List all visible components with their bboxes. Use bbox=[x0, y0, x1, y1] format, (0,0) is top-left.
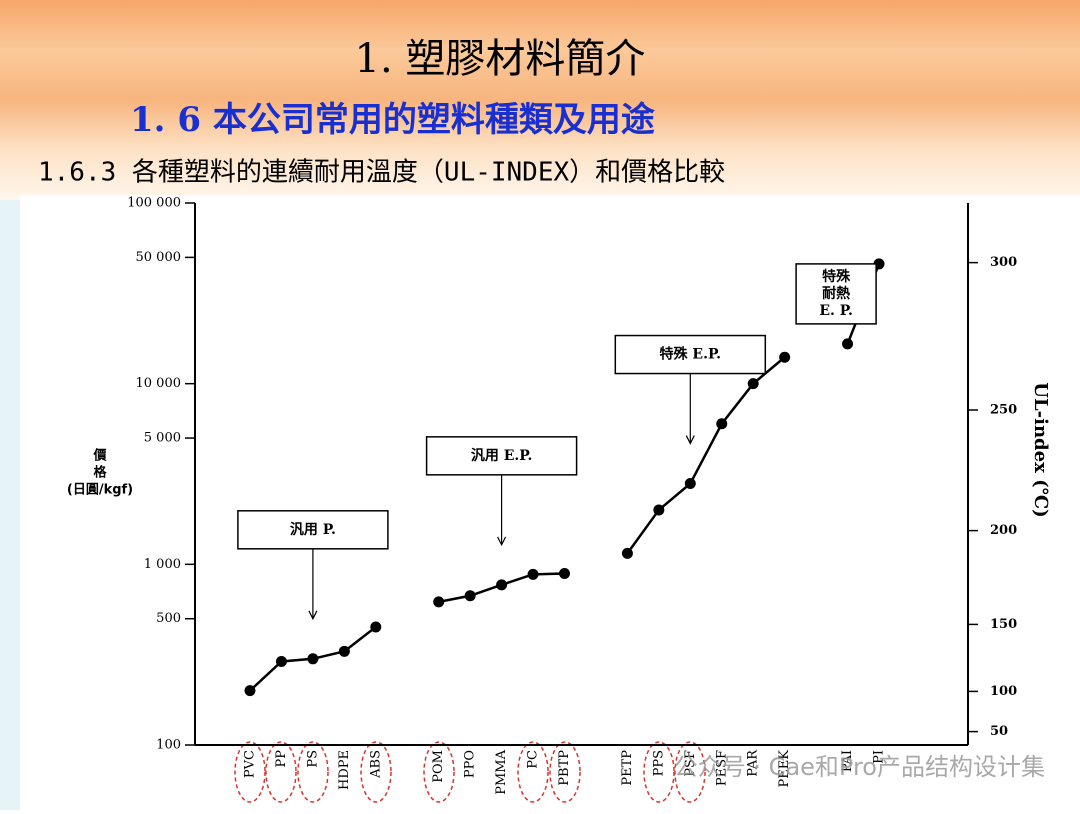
y-tick-label: 500 bbox=[156, 611, 181, 626]
highlight-circles bbox=[234, 741, 706, 803]
x-tick-label: PPO bbox=[463, 750, 478, 778]
highlight bbox=[297, 741, 329, 803]
x-tick-label: PI bbox=[872, 750, 887, 764]
data-point bbox=[370, 621, 382, 633]
x-tick-label: PS bbox=[305, 750, 320, 768]
annotation-box bbox=[614, 334, 767, 375]
x-tick-label: PAR bbox=[746, 749, 761, 777]
x-tick-label: PETP bbox=[620, 750, 635, 786]
annotation-box bbox=[237, 510, 389, 550]
annotation-arrowhead bbox=[308, 610, 318, 621]
x-tick-label: POM bbox=[431, 750, 446, 783]
annotation-text: E. P. bbox=[819, 303, 853, 319]
highlight bbox=[360, 741, 392, 803]
chart-area bbox=[20, 195, 1080, 810]
data-point bbox=[433, 596, 445, 608]
x-tick-label: PVC bbox=[243, 750, 258, 778]
highlight bbox=[643, 741, 675, 803]
data-point bbox=[338, 645, 350, 657]
x-tick-label: PPS bbox=[651, 750, 666, 776]
data-point bbox=[559, 567, 570, 579]
header-band bbox=[0, 0, 1080, 200]
x-tick-label: PC bbox=[526, 750, 541, 769]
y2-tick-label: 250 bbox=[990, 403, 1017, 418]
y-tick-label: 5 000 bbox=[144, 431, 181, 446]
y2-tick-label: 150 bbox=[990, 617, 1017, 632]
y-tick-label: 100 bbox=[156, 738, 181, 753]
y-axis-label: 價 bbox=[92, 448, 107, 464]
y-tick-label: 100 000 bbox=[127, 196, 181, 211]
highlight bbox=[234, 741, 266, 803]
y-axis-label: 格 bbox=[93, 465, 107, 481]
y2-tick-label: 100 bbox=[990, 684, 1017, 699]
highlight bbox=[423, 741, 455, 803]
data-point bbox=[244, 685, 256, 697]
data-point bbox=[779, 351, 791, 363]
highlight bbox=[517, 741, 549, 803]
data-point bbox=[275, 655, 287, 667]
annotation-arrowhead bbox=[685, 435, 695, 445]
data-point bbox=[716, 418, 728, 430]
y2-axis-label: UL-index (℃) bbox=[1030, 382, 1051, 517]
data-point bbox=[464, 590, 476, 602]
data-point bbox=[621, 547, 633, 559]
y2-tick-label: 300 bbox=[990, 255, 1017, 270]
annotation-text: 特殊 E.P. bbox=[660, 346, 722, 363]
x-tick-label: PP bbox=[274, 750, 289, 768]
x-tick-label: PAI bbox=[840, 750, 855, 772]
x-tick-label: PSF bbox=[683, 750, 698, 777]
x-tick-label: PBTP bbox=[557, 750, 572, 786]
annotation-text: 耐熱 bbox=[822, 285, 850, 302]
x-tick-label: PESF bbox=[714, 750, 729, 786]
watermark: 公众号 · Cae和Pro产品结构设计集 bbox=[674, 753, 1045, 781]
data-point bbox=[527, 568, 539, 580]
y-tick-label: 10 000 bbox=[136, 376, 182, 391]
y-tick-label: 1 000 bbox=[144, 557, 181, 572]
x-tick-label: HDPE bbox=[337, 750, 352, 790]
data-point bbox=[747, 378, 759, 390]
data-point bbox=[496, 579, 508, 591]
data-point bbox=[684, 478, 696, 490]
annotation-text: 汎用 E.P. bbox=[471, 447, 533, 464]
y2-tick-label: 200 bbox=[990, 523, 1017, 538]
y2-tick-label: 50 bbox=[990, 724, 1008, 739]
highlight bbox=[674, 741, 706, 803]
data-point bbox=[842, 338, 854, 350]
x-tick-label: PEEK bbox=[777, 750, 792, 788]
y-tick-label: 50 000 bbox=[136, 250, 182, 265]
annotation-text: 汎用 P. bbox=[290, 521, 336, 538]
x-tick-label: PMMA bbox=[494, 749, 509, 794]
annotation-text: 特殊 bbox=[822, 268, 851, 285]
annotation-arrowhead bbox=[497, 536, 507, 547]
data-point bbox=[307, 653, 319, 665]
y-axis-label: (日圓/kgf) bbox=[67, 483, 133, 498]
title: 1. 塑膠材料簡介 bbox=[355, 36, 646, 82]
highlight bbox=[265, 741, 297, 803]
x-tick-label: ABS bbox=[368, 750, 383, 779]
annotation-box bbox=[795, 263, 877, 325]
subtitle: 1. 6 本公司常用的塑料種類及用途 bbox=[130, 100, 655, 140]
data-point bbox=[653, 504, 665, 516]
highlight bbox=[549, 741, 581, 803]
caption: 1.6.3 各種塑料的連續耐用溫度（UL-INDEX）和價格比較 bbox=[38, 158, 725, 188]
